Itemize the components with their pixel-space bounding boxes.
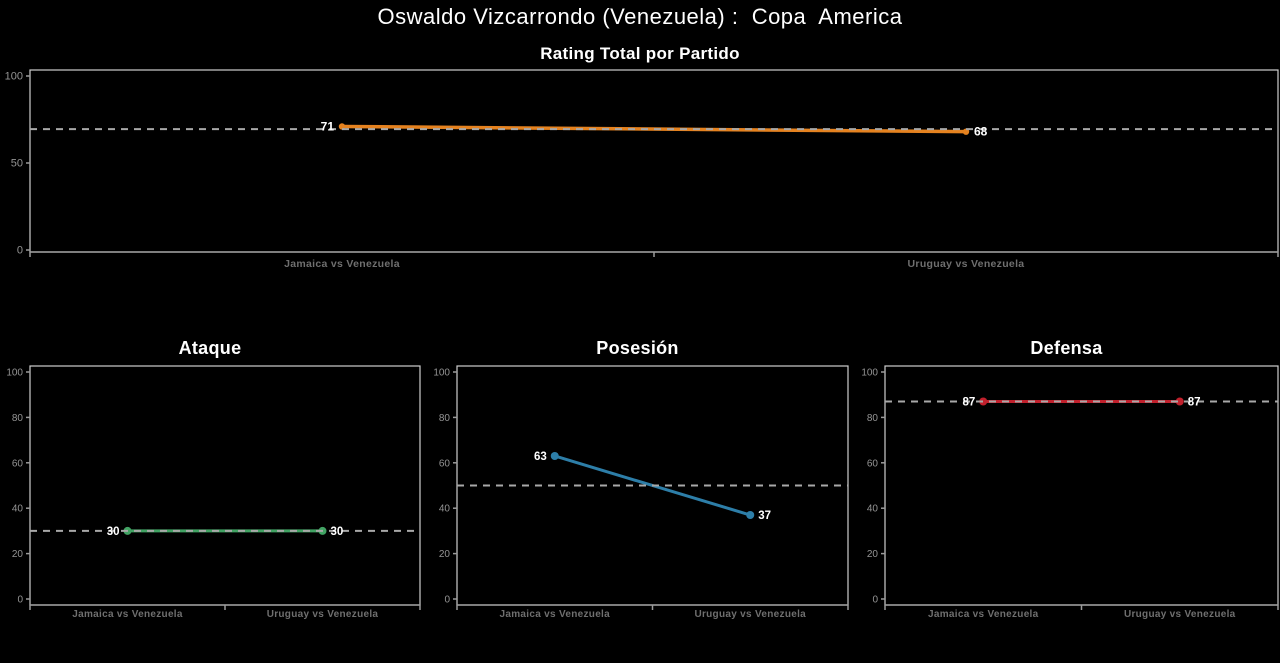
y-tick-label: 60 [867,458,879,469]
point-value-label: 63 [534,451,547,463]
y-tick-label: 60 [439,458,451,469]
x-category-label: Jamaica vs Venezuela [72,609,183,620]
point-value-label: 30 [107,526,120,538]
y-tick-label: 40 [867,504,879,515]
y-tick-label: 100 [5,71,23,83]
y-tick-label: 40 [439,504,451,515]
point-value-label: 68 [974,125,988,139]
x-category-label: Jamaica vs Venezuela [928,609,1039,620]
point-value-label: 71 [321,119,335,133]
data-point[interactable] [979,397,988,406]
y-tick-label: 100 [433,368,450,379]
data-point[interactable] [962,128,970,135]
data-point[interactable] [746,511,755,520]
point-value-label: 87 [1188,397,1201,409]
plot-border [29,365,421,606]
data-point[interactable] [338,123,346,130]
point-value-label: 30 [331,526,344,538]
y-tick-label: 40 [12,504,24,515]
ataque-chart-title: Ataque [178,338,242,358]
y-tick-label: 0 [872,595,878,606]
data-point[interactable] [1175,397,1184,406]
defensa-chart-title: Defensa [1030,338,1103,358]
plot-border [29,69,1279,253]
x-category-label: Jamaica vs Venezuela [499,609,610,620]
y-tick-label: 20 [867,549,879,560]
y-tick-label: 20 [439,549,451,560]
x-category-label: Uruguay vs Venezuela [908,258,1025,270]
ataque-chart: 0 20 40 60 80 100 Jamaica vs Venezuela Uruguay … [6,365,421,620]
point-value-label: 87 [962,397,975,409]
posesion-chart: 0 20 40 60 80 100 Jamaica vs Venezuela Uruguay … [433,365,849,620]
y-tick-label: 100 [6,368,23,379]
rating-chart: 0 50 100 Jamaica vs Venezuela Uruguay vs Ven… [5,69,1279,270]
y-tick-label: 20 [12,549,24,560]
y-tick-label: 100 [861,368,878,379]
main-chart-title: Rating Total por Partido [540,44,740,63]
y-tick-label: 80 [12,413,24,424]
x-category-label: Uruguay vs Venezuela [267,609,379,620]
y-tick-label: 80 [867,413,879,424]
y-tick-label: 50 [11,158,23,170]
x-category-label: Uruguay vs Venezuela [694,609,806,620]
y-tick-label: 80 [439,413,451,424]
page-title: Oswaldo Vizcarrondo (Venezuela) : Copa A… [377,4,903,29]
posesion-chart-title: Posesión [596,338,679,358]
data-point[interactable] [550,451,559,460]
y-tick-label: 60 [12,458,24,469]
x-category-label: Uruguay vs Venezuela [1124,609,1236,620]
x-category-label: Jamaica vs Venezuela [284,258,400,270]
y-tick-label: 0 [17,245,23,257]
point-value-label: 37 [758,510,771,522]
y-tick-label: 0 [444,595,450,606]
y-tick-label: 0 [17,595,23,606]
defensa-chart: 0 20 40 60 80 100 Jamaica vs Venezuela Uruguay … [861,365,1279,620]
